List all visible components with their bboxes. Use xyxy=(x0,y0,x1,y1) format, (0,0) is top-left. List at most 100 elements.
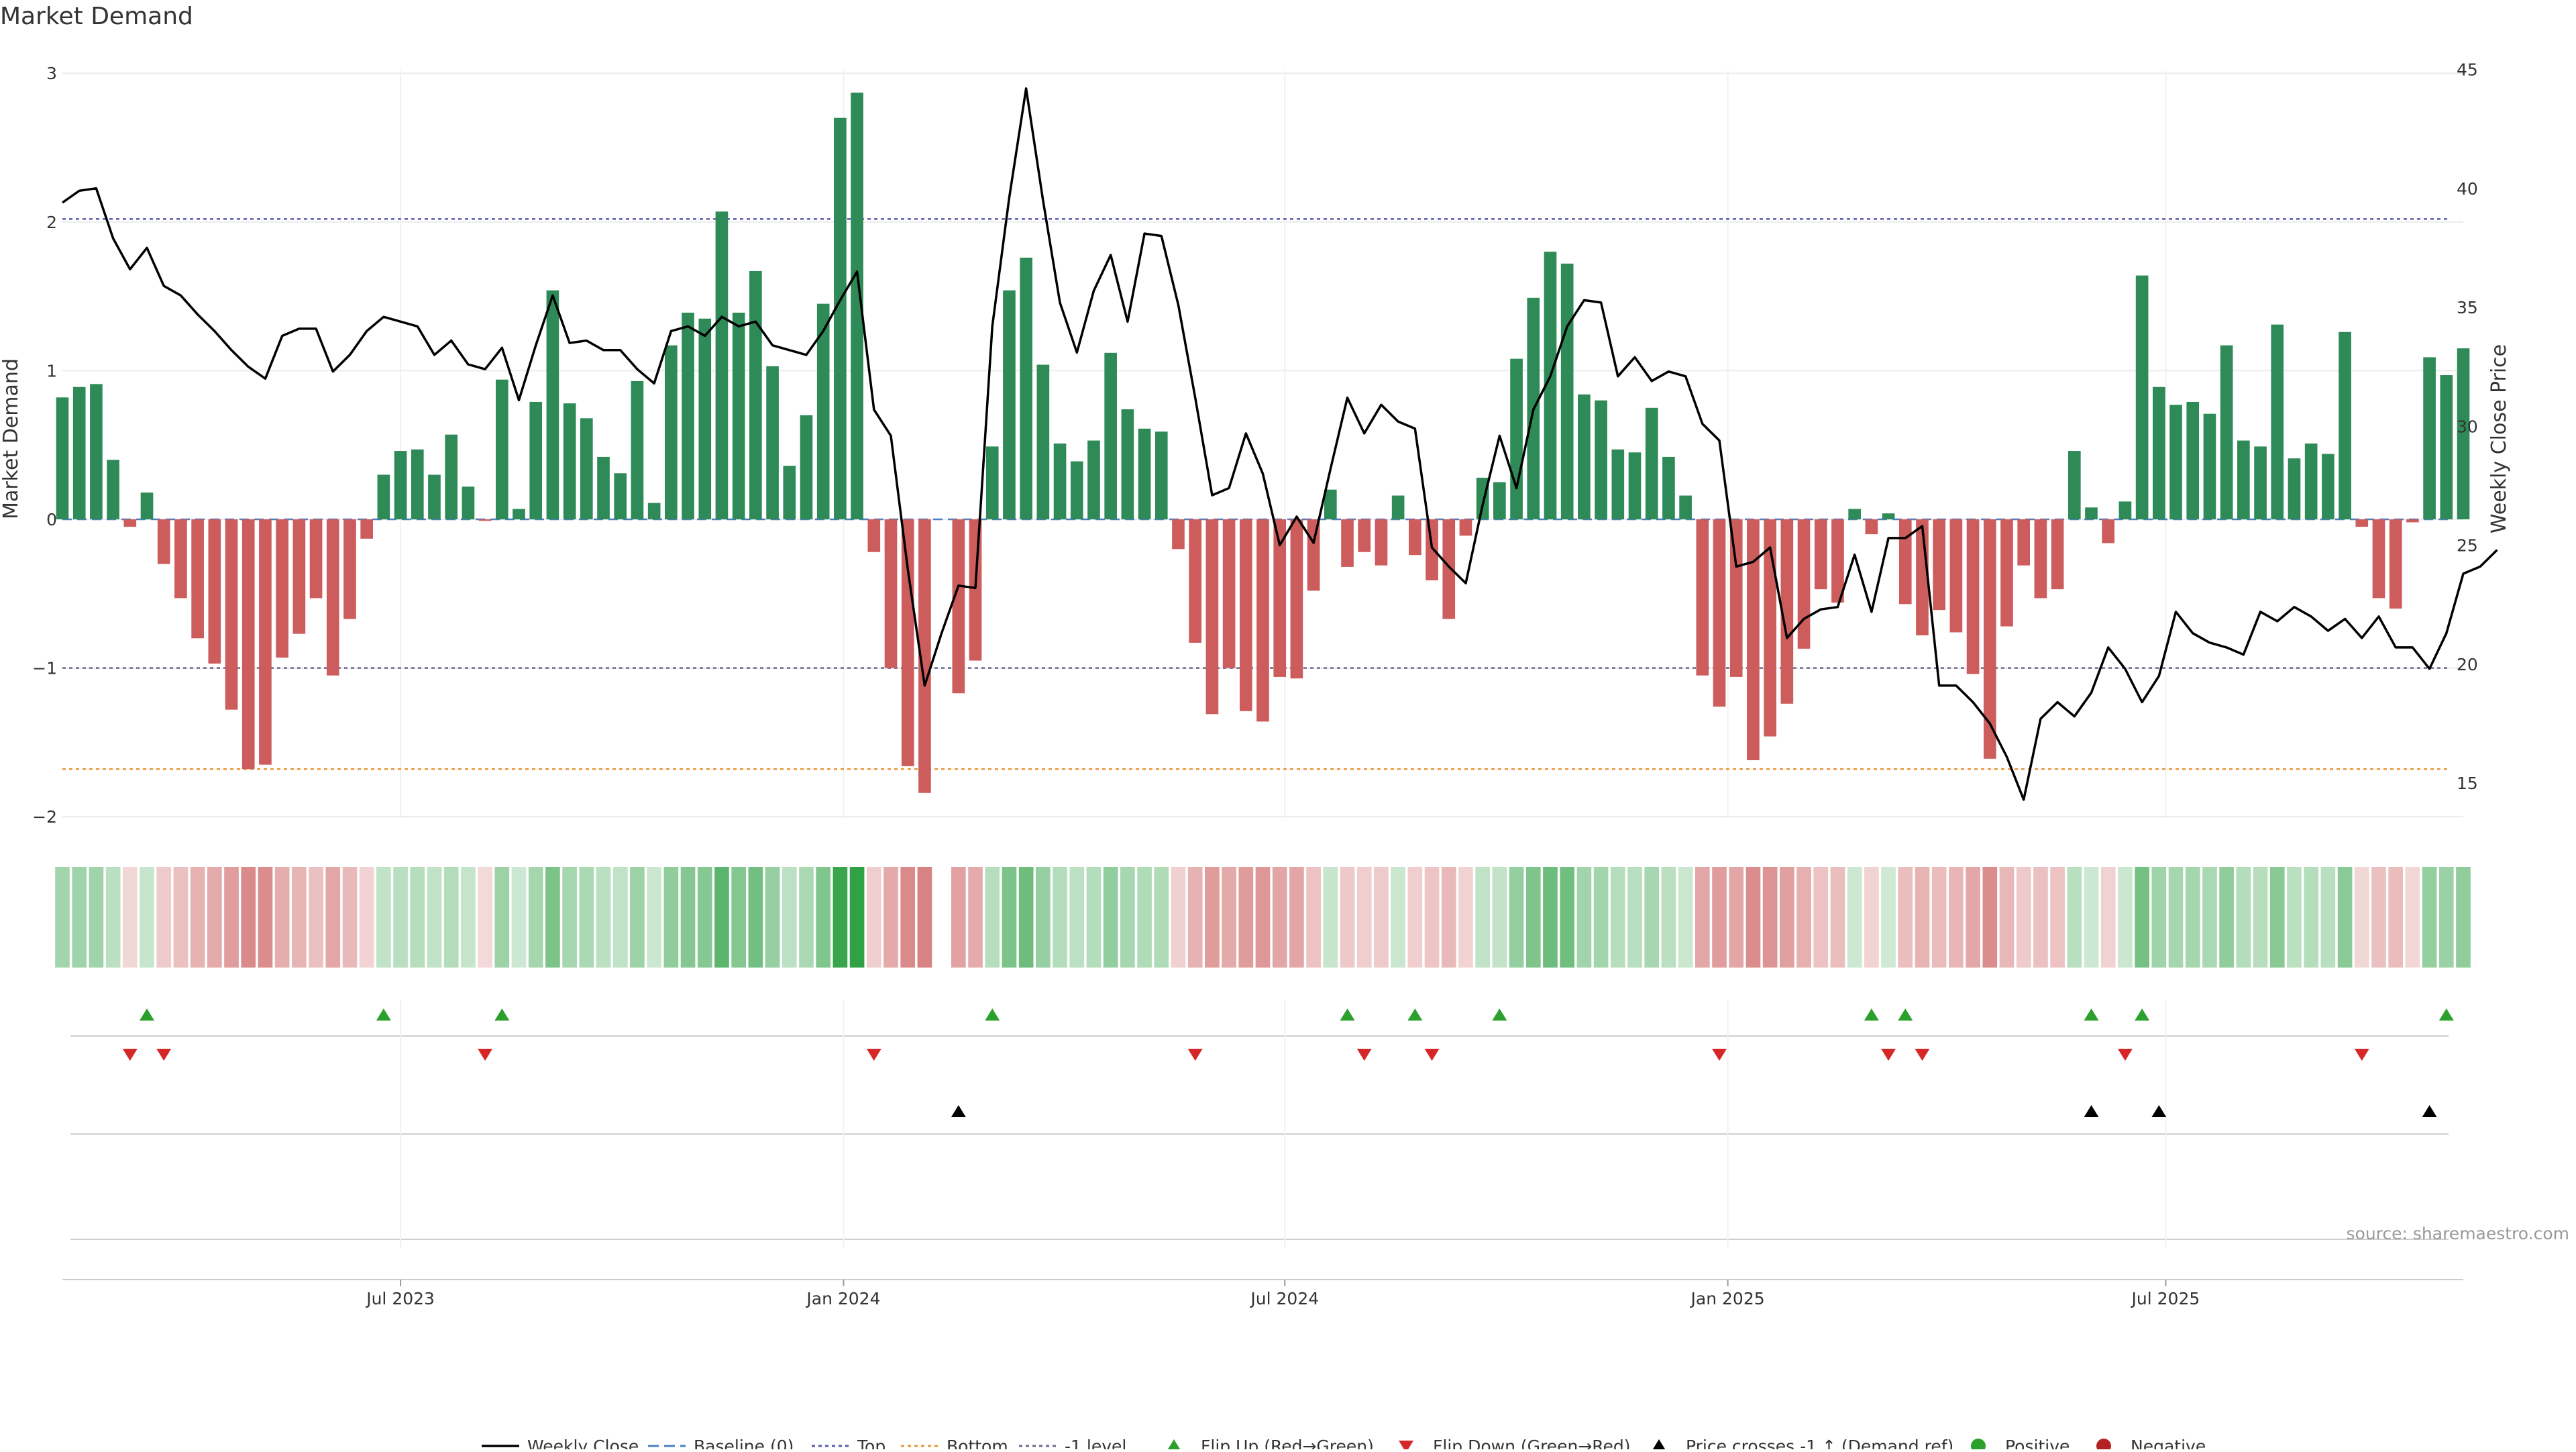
heat-cell xyxy=(2151,867,2167,968)
demand-bar xyxy=(1611,449,1625,519)
heat-cell xyxy=(2456,867,2471,968)
heat-cell xyxy=(1222,867,1236,968)
heat-cell xyxy=(2253,867,2268,968)
y2-tick-label: 25 xyxy=(2457,536,2478,556)
demand-bar xyxy=(2271,324,2284,519)
demand-bar xyxy=(1070,461,1083,519)
heat-cell xyxy=(2202,867,2217,968)
ylabel-left: Market Demand xyxy=(0,358,23,519)
heat-cell xyxy=(1898,867,1913,968)
heat-cell xyxy=(579,867,594,968)
heat-cell xyxy=(173,867,189,968)
demand-bar xyxy=(1780,519,1794,704)
demand-bar xyxy=(1493,482,1506,519)
demand-bar xyxy=(2017,519,2031,566)
demand-bar xyxy=(1036,364,1050,519)
y-tick-label: 2 xyxy=(46,213,57,232)
heat-cell xyxy=(596,867,611,968)
demand-bars xyxy=(56,93,2470,793)
legend-swatch-positive xyxy=(1971,1439,1986,1452)
demand-bar xyxy=(1205,519,1219,715)
heat-cell xyxy=(105,867,121,968)
heat-cell xyxy=(900,867,916,968)
demand-bar xyxy=(2423,357,2436,519)
demand-bar xyxy=(1358,519,1371,552)
heat-cell xyxy=(1746,867,1761,968)
demand-bar xyxy=(918,519,931,793)
demand-bar xyxy=(665,345,678,519)
demand-bar xyxy=(682,312,694,519)
heat-cell xyxy=(427,867,442,968)
demand-bar xyxy=(90,384,103,519)
legend-label: Top xyxy=(857,1437,885,1449)
demand-bar xyxy=(1104,352,1117,519)
heat-cell xyxy=(2168,867,2184,968)
flip-up-marker xyxy=(2135,1008,2150,1021)
heat-cell xyxy=(866,867,881,968)
demand-bar xyxy=(377,474,390,519)
demand-bar xyxy=(1341,519,1354,567)
demand-bar xyxy=(1983,519,1996,759)
demand-bar xyxy=(1307,519,1320,591)
heat-cell xyxy=(562,867,577,968)
heat-cell xyxy=(2135,867,2149,968)
demand-bar xyxy=(1442,519,1456,619)
heat-cell xyxy=(528,867,543,968)
demand-bar xyxy=(1831,519,1844,603)
demand-bar xyxy=(2135,275,2149,519)
heat-cell xyxy=(1796,867,1811,968)
price-cross-marker xyxy=(2422,1105,2437,1117)
heat-cell xyxy=(122,867,138,968)
demand-bar xyxy=(309,519,323,599)
heat-cell xyxy=(849,867,865,968)
demand-bar xyxy=(749,270,762,519)
legend-label: Bottom xyxy=(947,1437,1008,1449)
heat-cell xyxy=(1374,867,1389,968)
demand-bar xyxy=(140,492,154,519)
demand-bar xyxy=(2220,345,2233,519)
heat-cell xyxy=(89,867,104,968)
flip-down-marker xyxy=(1356,1049,1372,1061)
demand-bar xyxy=(208,519,221,664)
heat-cell xyxy=(1120,867,1135,968)
heat-cell xyxy=(1171,867,1186,968)
heat-cell xyxy=(1475,867,1490,968)
heat-cell xyxy=(1593,867,1609,968)
heat-cell xyxy=(1255,867,1271,968)
demand-bar xyxy=(2118,501,2132,519)
demand-bar xyxy=(1053,443,1067,519)
demand-bar xyxy=(1121,409,1134,519)
demand-bar xyxy=(1324,489,1337,519)
demand-bar xyxy=(1256,519,1269,722)
y2-tick-label: 40 xyxy=(2457,179,2478,199)
demand-bar xyxy=(1764,519,1776,737)
price-cross-marker xyxy=(2151,1105,2167,1117)
demand-bar xyxy=(2000,519,2013,627)
heat-cell xyxy=(2050,867,2065,968)
heat-cell xyxy=(1018,867,1034,968)
heat-cell xyxy=(1813,867,1829,968)
heat-cell xyxy=(1086,867,1102,968)
heat-cell xyxy=(782,867,797,968)
demand-bar xyxy=(732,312,745,519)
heat-cell xyxy=(1205,867,1220,968)
heat-cell xyxy=(1525,867,1541,968)
demand-bar xyxy=(495,379,508,519)
heat-cell xyxy=(2422,867,2437,968)
heat-cell xyxy=(478,867,492,968)
heat-cell xyxy=(765,867,780,968)
demand-bar xyxy=(2304,443,2318,519)
demand-bar xyxy=(1510,358,1523,519)
heat-cell xyxy=(1966,867,1980,968)
heat-cell xyxy=(1306,867,1321,968)
heat-cell xyxy=(799,867,814,968)
demand-bar xyxy=(1459,519,1472,536)
demand-bar xyxy=(529,401,543,519)
demand-bar xyxy=(1662,456,1675,519)
heat-cell xyxy=(1154,867,1169,968)
demand-bar xyxy=(2254,446,2267,519)
heat-cell xyxy=(630,867,645,968)
flip-down-marker xyxy=(1187,1049,1203,1061)
heat-cell xyxy=(1036,867,1051,968)
demand-bar xyxy=(478,519,492,521)
